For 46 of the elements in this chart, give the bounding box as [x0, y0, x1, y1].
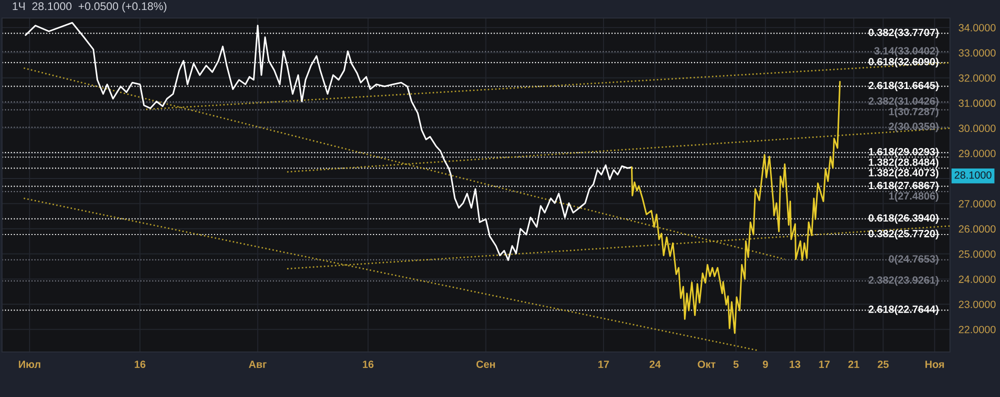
- ref-line-label: 2.382(31.0426): [868, 97, 938, 107]
- ref-line-label: 0.382(33.7707): [868, 28, 938, 38]
- x-tick-label: Июл: [18, 360, 40, 368]
- x-tick-label: Ноя: [925, 360, 944, 368]
- x-tick-label: 25: [878, 360, 889, 368]
- ref-line-label: 0(24.7653): [888, 254, 938, 265]
- annotation: 28.1000: [954, 171, 992, 179]
- ref-line-label: 1.618(27.6867): [868, 181, 938, 192]
- y-tick-label: 23.0000: [958, 300, 996, 308]
- x-tick-label: 5: [733, 360, 739, 368]
- x-tick-label: 13: [790, 360, 800, 368]
- x-tick-label: 16: [134, 360, 146, 368]
- y-tick-label: 31.0000: [958, 100, 996, 107]
- y-tick-label: 26.0000: [958, 225, 996, 233]
- text: 1Ч 28.1000 +0.0500 (+0.18%): [12, 2, 166, 12]
- ref-line-label: 2.618(31.6645): [868, 81, 938, 92]
- x-tick-label: 17: [819, 360, 830, 368]
- ref-line-label: 0.618(32.6090): [868, 58, 938, 68]
- y-tick-label: 29.0000: [958, 150, 996, 158]
- ref-line-label: 2.382(23.9261): [868, 276, 938, 286]
- x-tick-label: 21: [848, 360, 860, 368]
- y-tick-label: 30.0000: [958, 124, 996, 132]
- x-tick-label: Авг: [248, 360, 267, 368]
- ref-line-label: 2.618(22.7644): [868, 305, 938, 315]
- x-tick-label: 17: [598, 360, 609, 368]
- y-tick-label: 27.0000: [958, 200, 996, 208]
- ref-line-label: 1(27.4806): [889, 192, 938, 202]
- y-tick-label: 22.0000: [958, 326, 996, 334]
- y-tick-label: 24.0000: [958, 276, 996, 283]
- ref-line-label: 2(30.0359): [888, 122, 938, 132]
- x-tick-label: 24: [650, 360, 661, 368]
- ref-line-label: 1.618(29.0293): [868, 148, 938, 158]
- y-tick-label: 33.0000: [958, 49, 996, 57]
- y-tick-label: 32.0000: [958, 74, 996, 82]
- ref-line-label: 3.14(33.0402): [874, 46, 938, 57]
- x-tick-label: Сен: [476, 360, 495, 368]
- x-tick-label: Окт: [698, 360, 716, 368]
- y-tick-label: 34.0000: [958, 24, 996, 32]
- ref-line-label: 1(30.7287): [889, 108, 938, 118]
- ref-line-label: 0.618(26.3940): [868, 214, 938, 224]
- x-tick-label: 16: [362, 360, 374, 368]
- x-tick-label: 9: [762, 360, 768, 368]
- ref-line-label: 1.382(28.8484): [868, 158, 938, 168]
- ref-line-label: 0.382(25.7720): [868, 230, 938, 240]
- ref-line-label: 1.382(28.4073): [868, 168, 938, 178]
- y-tick-label: 25.0000: [958, 250, 996, 258]
